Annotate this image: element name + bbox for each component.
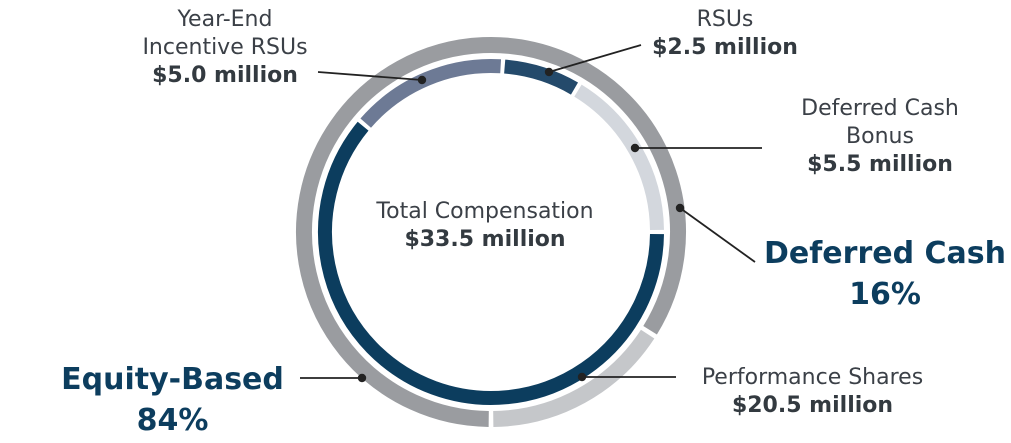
label-value: $20.5 million xyxy=(731,393,894,419)
leader-dot-deferred-cash-bonus xyxy=(630,143,640,153)
leader-line-year-end-rsus xyxy=(317,71,423,81)
inner-slice-year-end-incentive-rsus xyxy=(360,59,502,128)
leader-dot-performance-shares xyxy=(577,372,587,382)
label-name: Bonus xyxy=(846,124,914,150)
leader-dot-rsus xyxy=(544,67,554,77)
outer-slice-deferred-cash xyxy=(493,329,655,427)
label-value: $5.5 million xyxy=(807,152,953,178)
center-title: Total Compensation xyxy=(376,199,594,224)
label-name: Deferred Cash xyxy=(764,236,1006,271)
label-name: Performance Shares xyxy=(701,365,924,390)
leader-dot-equity-based xyxy=(357,373,367,383)
leader-dot-deferred-cash xyxy=(675,203,685,213)
leader-line-deferred-cash xyxy=(679,207,756,263)
label-name: Incentive RSUs xyxy=(142,35,308,61)
label-percent: 16% xyxy=(849,276,921,312)
outer-slice-equity-based xyxy=(296,37,686,427)
label-performance-shares: Performance Shares $20.5 million xyxy=(680,364,945,420)
label-percent: 84% xyxy=(136,402,209,438)
label-equity-based: Equity-Based 84% xyxy=(50,360,295,441)
label-value: $2.5 million xyxy=(652,35,798,61)
leader-line-rsus xyxy=(548,44,642,73)
label-deferred-cash-bonus: Deferred Cash Bonus $5.5 million xyxy=(775,95,985,179)
center-label: Total Compensation $33.5 million xyxy=(355,198,615,254)
label-value: $5.0 million xyxy=(152,63,298,89)
center-total: $33.5 million xyxy=(404,227,566,253)
label-rsus: RSUs $2.5 million xyxy=(640,6,810,62)
label-name: Equity-Based xyxy=(61,362,284,397)
inner-slice-performance-shares xyxy=(318,121,664,405)
label-deferred-cash: Deferred Cash 16% xyxy=(760,234,1010,315)
leader-lines xyxy=(300,44,762,383)
leader-dot-year-end-rsus xyxy=(417,75,427,85)
label-name: RSUs xyxy=(696,7,754,32)
label-name: Year-End xyxy=(177,7,273,32)
outer-ring xyxy=(296,37,686,427)
label-name: Deferred Cash xyxy=(801,96,959,121)
inner-slice-rsus xyxy=(503,59,579,95)
label-year-end-rsus: Year-End Incentive RSUs $5.0 million xyxy=(120,6,330,90)
